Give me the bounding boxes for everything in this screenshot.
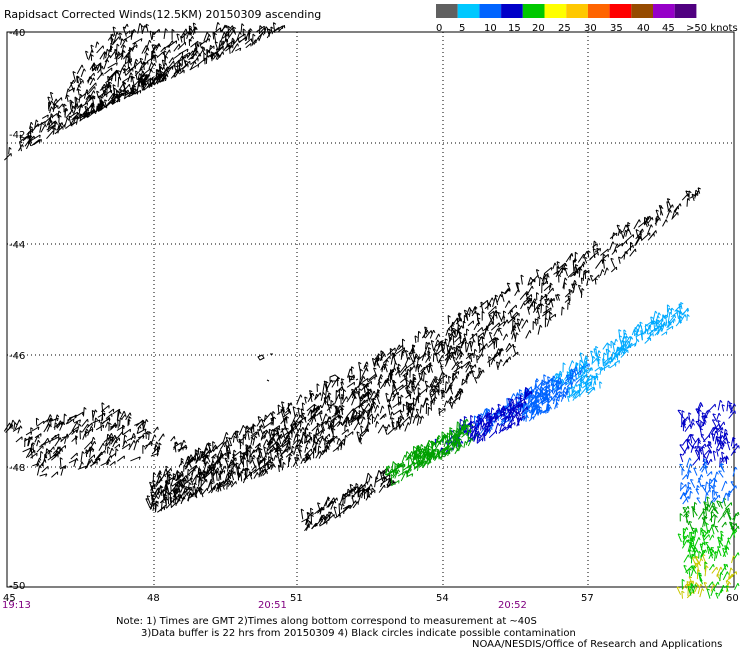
legend-label: >50 knots: [686, 23, 738, 34]
lon-label: 54: [436, 593, 449, 604]
lat-label: -50: [9, 581, 25, 592]
wind-vector-group: [145, 187, 701, 513]
wind-vector-group: [677, 522, 740, 599]
legend-label: 20: [532, 23, 545, 34]
lon-label: 48: [147, 593, 160, 604]
legend-swatch: [653, 4, 675, 18]
lon-label: 60: [726, 593, 739, 604]
legend-label: 15: [508, 23, 521, 34]
pass-time: 20:52: [498, 600, 527, 611]
latitude-labels: -40 -42 -44 -46 -48 -50: [9, 28, 25, 592]
lat-label: -46: [9, 351, 25, 362]
longitude-labels: 45 48 51 54 57 60: [3, 593, 739, 604]
pass-times: 19:13 20:51 20:52: [2, 600, 527, 611]
lat-lon-grid: [7, 31, 734, 587]
wind-vector-group: [550, 301, 690, 390]
lon-label: 57: [581, 593, 594, 604]
wind-vector-group: [470, 386, 533, 444]
lat-label: -44: [9, 240, 25, 251]
legend-swatch: [522, 4, 545, 18]
legend-swatch: [609, 4, 632, 18]
lat-label: -42: [9, 130, 25, 141]
legend-label: 35: [610, 23, 623, 34]
legend-swatch: [674, 4, 697, 18]
wind-vector-group: [521, 363, 590, 422]
wind-vector-group: [677, 399, 740, 468]
legend-label: 40: [637, 23, 650, 34]
wind-vector-group: [567, 336, 637, 403]
legend-label: 45: [662, 23, 675, 34]
legend-swatch: [479, 4, 502, 18]
legend-swatch: [566, 4, 588, 18]
wind-vector-group: [405, 418, 478, 469]
note-line-1: Note: 1) Times are GMT 2)Times along bot…: [116, 616, 537, 627]
credit-line: NOAA/NESDIS/Office of Research and Appli…: [472, 639, 722, 650]
legend-swatch: [501, 4, 523, 18]
lat-label: -48: [9, 463, 25, 474]
pass-time: 19:13: [2, 600, 31, 611]
legend-label: 25: [558, 23, 571, 34]
island-outlines: [257, 353, 359, 382]
lat-label: -40: [9, 28, 25, 39]
wind-speed-legend: 0 5 10 15 20 25 30 35 40 45 >50 knots: [436, 4, 738, 34]
legend-swatch: [544, 4, 567, 18]
plot-frame: [6, 31, 735, 588]
pass-time: 20:51: [258, 600, 287, 611]
legend-label: 30: [584, 23, 597, 34]
wind-vector-group: [4, 22, 286, 161]
wind-vector-group: [679, 496, 740, 534]
legend-swatch: [436, 4, 458, 18]
wind-vector-group: [679, 457, 738, 505]
map-title: Rapidsact Corrected Winds(12.5KM) 201503…: [4, 8, 321, 21]
legend-label: 10: [484, 23, 497, 34]
wind-vector-group: [300, 468, 396, 532]
legend-swatch: [631, 4, 653, 18]
note-line-2: 3)Data buffer is 22 hrs from 20150309 4)…: [141, 628, 576, 639]
lon-label: 51: [290, 593, 303, 604]
wind-vector-group: [3, 402, 188, 478]
legend-swatch: [587, 4, 610, 18]
legend-label: 0: [436, 23, 442, 34]
lon-label: 45: [3, 593, 16, 604]
legend-label: 5: [459, 23, 465, 34]
wind-vector-field: [3, 22, 740, 599]
legend-swatch: [457, 4, 480, 18]
